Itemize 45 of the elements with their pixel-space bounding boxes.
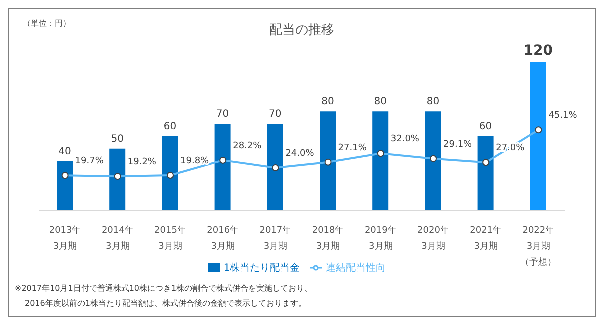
- data-label: 70: [216, 109, 230, 120]
- data-label: 60: [164, 121, 177, 132]
- x-tick-label: 2017年3月期: [260, 225, 292, 252]
- bar: [425, 112, 442, 211]
- x-tick-label: 2015年3月期: [154, 225, 186, 252]
- bar: [530, 62, 546, 211]
- bar: [214, 124, 231, 211]
- data-label: 45.1%: [548, 111, 578, 122]
- data-label: 50: [111, 134, 124, 145]
- data-label: 27.1%: [338, 143, 368, 154]
- bar: [57, 161, 73, 211]
- text: 2016年度以前の1株当たり配当額は、株式併合後の金額で表示しております。: [24, 298, 308, 310]
- data-label: 19.2%: [128, 158, 157, 168]
- legend-label: 1株当たり配当金: [224, 263, 300, 274]
- bar: [162, 136, 178, 211]
- bar: [267, 124, 284, 211]
- x-tick-label: 2021年3月期: [470, 225, 502, 252]
- x-tick-label: 2013年3月期: [49, 225, 82, 252]
- data-label: 120: [524, 42, 554, 59]
- data-label: 28.2%: [233, 141, 262, 152]
- data-label: 80: [426, 96, 440, 108]
- chart-title: 配当の推移: [270, 23, 334, 38]
- legend-label: 連結配当性向: [326, 263, 386, 274]
- data-label: 60: [479, 121, 492, 132]
- data-label: 40: [58, 146, 72, 158]
- bar: [478, 136, 494, 211]
- data-label: 29.1%: [444, 140, 473, 150]
- x-tick-label: 2018年3月期: [312, 225, 344, 252]
- bar: [110, 148, 126, 211]
- text: （単位：円）: [23, 18, 71, 29]
- text: ※2017年10月1日付で普通株式10株につき1株の割合で株式併合を実施しており、: [15, 283, 313, 295]
- data-label: 19.8%: [180, 156, 210, 167]
- data-label: 80: [374, 96, 387, 108]
- x-tick-label: 2019年3月期: [364, 225, 397, 252]
- bar: [320, 112, 336, 211]
- x-tick-label: 2014年3月期: [102, 225, 134, 252]
- data-label: 19.7%: [75, 156, 104, 167]
- data-label: 80: [322, 96, 334, 108]
- data-label: 70: [269, 109, 282, 120]
- data-label: 24.0%: [286, 148, 315, 159]
- data-label: 32.0%: [390, 134, 420, 145]
- x-tick-label: 2020年3月期: [418, 225, 450, 252]
- x-tick-label: 2016年3月期: [207, 225, 240, 252]
- bar: [372, 112, 389, 211]
- x-tick-label: 2022年3月期（予想）: [520, 225, 557, 268]
